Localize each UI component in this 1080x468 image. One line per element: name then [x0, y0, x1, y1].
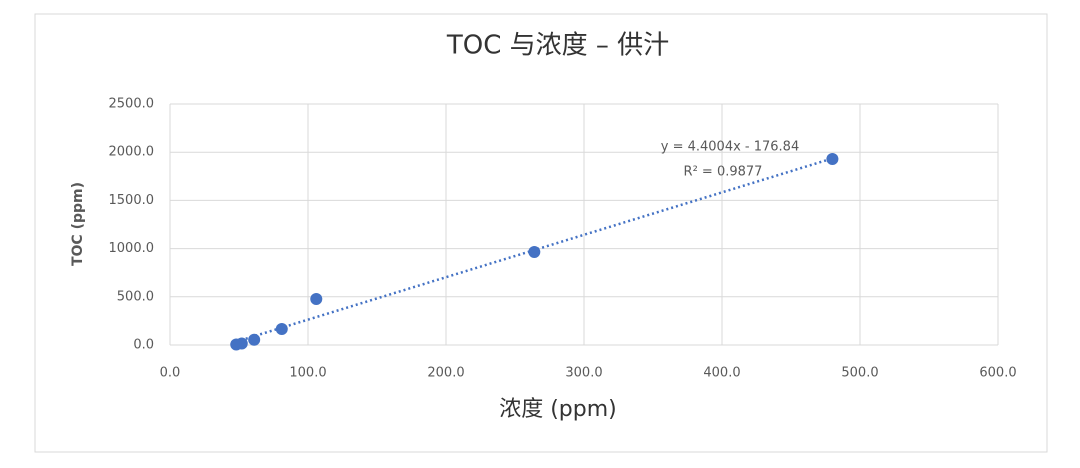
y-tick-label: 1000.0: [109, 241, 155, 256]
y-tick-label: 2500.0: [109, 97, 155, 112]
data-point: [310, 293, 323, 306]
data-point: [826, 153, 839, 166]
data-point: [235, 337, 248, 350]
x-tick-label: 600.0: [979, 366, 1016, 381]
chart-title: TOC 与浓度 – 供汁: [446, 31, 669, 61]
x-tick-label: 400.0: [703, 366, 740, 381]
data-point: [528, 245, 541, 258]
data-point: [248, 333, 261, 346]
y-tick-label: 0.0: [133, 338, 154, 353]
y-tick-label: 1500.0: [109, 193, 155, 208]
x-tick-label: 500.0: [841, 366, 878, 381]
y-tick-label: 500.0: [117, 289, 154, 304]
x-tick-label: 100.0: [289, 366, 326, 381]
trendline-r2: R² = 0.9877: [684, 165, 763, 180]
x-tick-label: 300.0: [565, 366, 602, 381]
chart-frame: [34, 13, 1048, 453]
y-tick-label: 2000.0: [109, 145, 155, 160]
x-tick-label: 200.0: [427, 366, 464, 381]
x-tick-label: 0.0: [160, 366, 181, 381]
y-axis-label: TOC (ppm): [70, 182, 86, 266]
x-axis-label: 浓度 (ppm): [499, 397, 617, 422]
data-point: [275, 322, 288, 335]
trendline-equation: y = 4.4004x - 176.84: [661, 140, 799, 155]
